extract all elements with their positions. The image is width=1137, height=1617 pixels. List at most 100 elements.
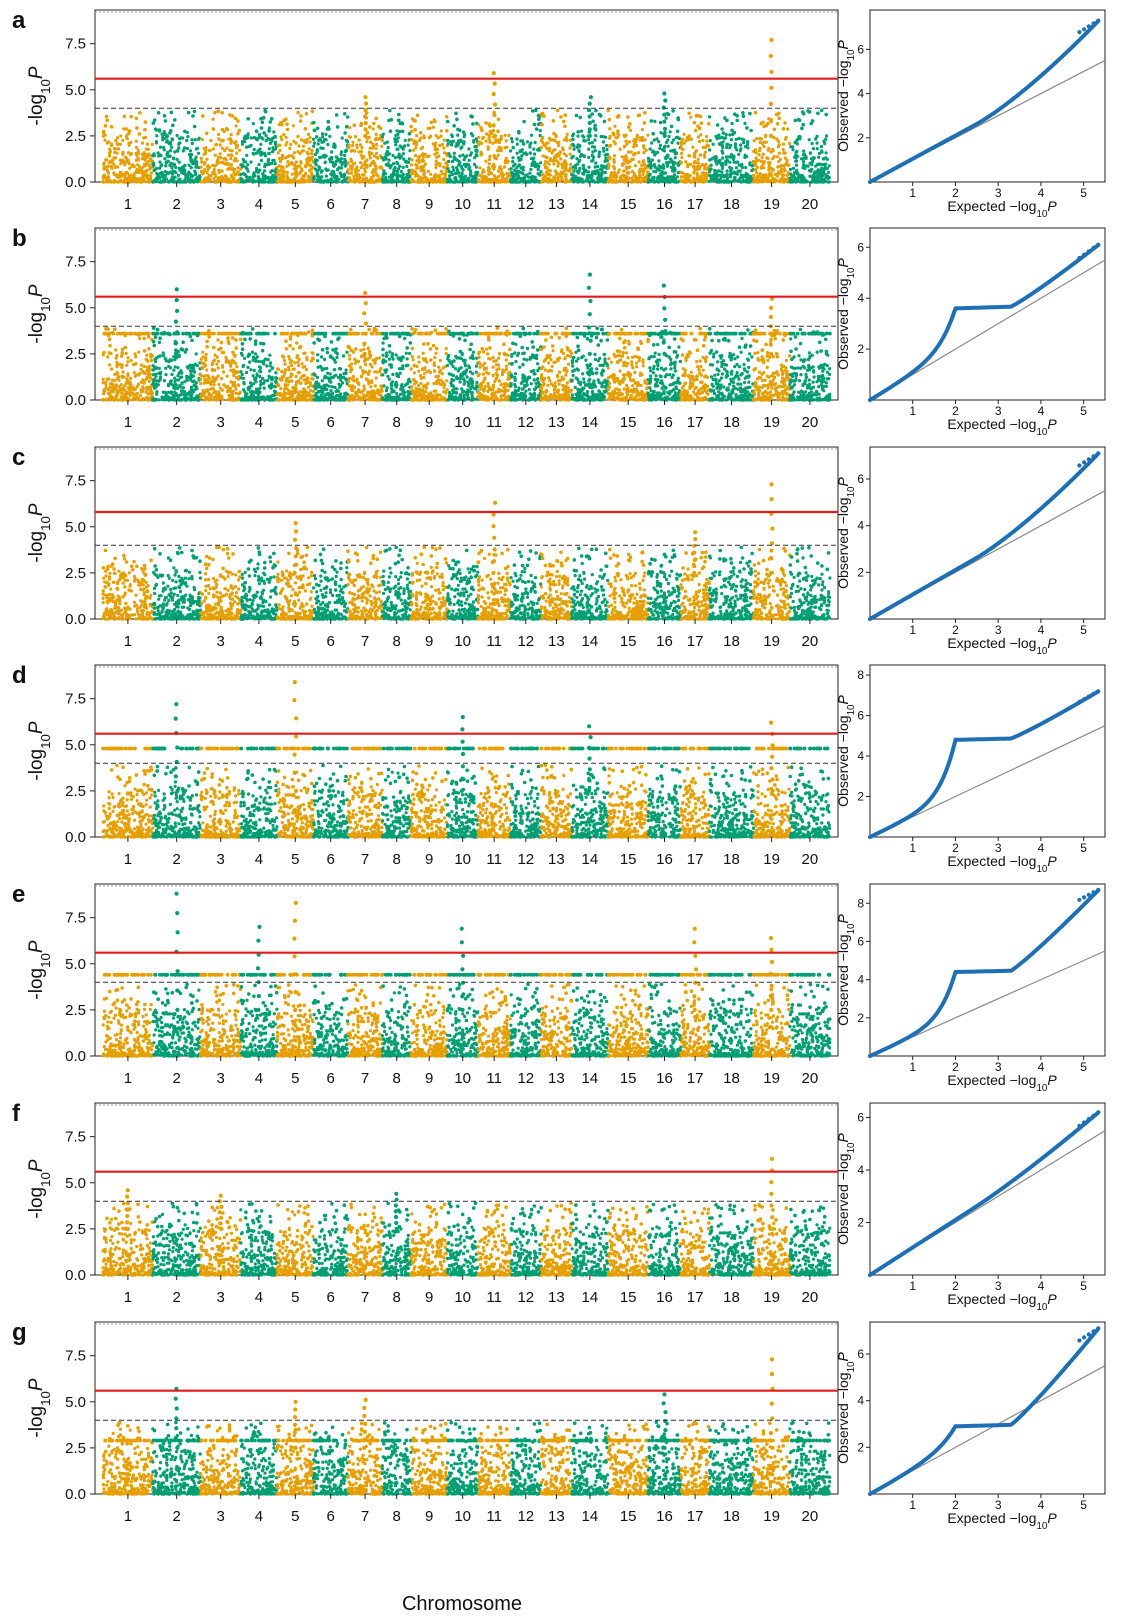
peak-point xyxy=(125,1220,130,1225)
peak-point xyxy=(362,341,367,346)
qq-x-tick-label: 1 xyxy=(909,404,916,418)
peak-point xyxy=(662,1445,667,1450)
peak-point xyxy=(256,1007,261,1013)
qq-frame xyxy=(869,446,1106,620)
chromosome-20-points xyxy=(788,972,832,1058)
peak-point xyxy=(173,1436,178,1441)
chromosome-2-points xyxy=(151,1201,203,1277)
chromosome-tick-label: 10 xyxy=(454,1508,471,1525)
chromosome-tick-label: 10 xyxy=(454,414,471,431)
chromosome-8-points xyxy=(380,1421,413,1496)
qq-x-tick-label: 4 xyxy=(1038,1060,1045,1074)
y-tick-label: 0.0 xyxy=(65,611,86,628)
qq-top-point xyxy=(1091,21,1096,26)
chromosome-tick-label: 6 xyxy=(327,1289,335,1306)
peak-point xyxy=(662,351,667,356)
chromosome-tick-label: 15 xyxy=(620,196,637,213)
peak-point xyxy=(769,1180,774,1185)
chromosome-16-points xyxy=(646,91,683,184)
chromosome-tick-label: 2 xyxy=(173,196,181,213)
peak-point xyxy=(292,680,297,685)
y-tick-label: 5.0 xyxy=(65,82,86,99)
chromosome-tick-label: 11 xyxy=(486,633,502,650)
chromosome-tick-label: 16 xyxy=(656,851,673,868)
chromosome-tick-label: 4 xyxy=(255,414,263,431)
peak-point xyxy=(363,290,368,296)
y-tick-label: 7.5 xyxy=(65,473,86,490)
qq-frame xyxy=(869,883,1106,1057)
chromosome-tick-label: 1 xyxy=(124,633,132,650)
chromosome-tick-label: 9 xyxy=(425,1289,433,1306)
qq-x-axis-label: Expected −log10P xyxy=(947,1291,1057,1313)
peak-point xyxy=(362,1437,367,1442)
qq-y-tick-label: 8 xyxy=(857,668,864,682)
qq-frame xyxy=(869,1321,1106,1495)
chromosome-19-points xyxy=(752,720,792,839)
chromosome-tick-label: 13 xyxy=(548,1508,565,1525)
chromosome-10-points xyxy=(445,1420,480,1496)
chromosome-2-points xyxy=(151,1386,203,1496)
peak-point xyxy=(587,351,592,356)
chromosome-8-points xyxy=(380,972,412,1058)
chromosome-tick-label: 10 xyxy=(454,851,471,868)
chromosome-tick-label: 2 xyxy=(173,633,181,650)
qq-y-tick-label: 6 xyxy=(857,240,864,254)
qq-x-axis-label: Expected −log10P xyxy=(947,1510,1057,1532)
chromosome-tick-label: 19 xyxy=(763,1289,780,1306)
peak-point xyxy=(293,990,298,995)
chromosome-tick-label: 3 xyxy=(217,1070,225,1087)
peak-point xyxy=(693,530,698,535)
y-tick-label: 7.5 xyxy=(65,36,86,53)
qq-plot-f: 1 2 3 4 5 2 4 6 Expected −log10P Observed −log10P xyxy=(835,1102,1106,1313)
y-tick-label: 0.0 xyxy=(65,1267,86,1284)
peak-point xyxy=(692,570,697,576)
peak-point xyxy=(174,1426,179,1431)
chromosome-16-points xyxy=(646,283,682,402)
chromosome-5-points xyxy=(275,328,316,402)
chromosome-19-points xyxy=(752,37,791,184)
peak-point xyxy=(693,537,698,542)
peak-point xyxy=(459,940,464,945)
chromosome-20-points xyxy=(788,327,832,402)
peak-point xyxy=(769,482,774,487)
chromosome-tick-label: 7 xyxy=(361,1508,369,1525)
chromosome-tick-label: 19 xyxy=(763,414,780,431)
chromosome-tick-label: 14 xyxy=(582,414,599,431)
qq-frame xyxy=(869,1102,1106,1276)
chromosome-tick-label: 12 xyxy=(517,1289,534,1306)
peak-point xyxy=(293,1445,298,1450)
chromosome-6-points xyxy=(311,746,350,839)
chromosome-10-points xyxy=(446,548,480,621)
peak-point xyxy=(768,133,774,138)
peak-point xyxy=(692,994,697,999)
chromosome-tick-label: 7 xyxy=(361,1289,369,1306)
qq-top-point xyxy=(1091,890,1096,895)
qq-y-tick-label: 4 xyxy=(857,291,864,305)
qq-frame xyxy=(869,9,1106,183)
y-tick-label: 5.0 xyxy=(65,737,86,754)
peak-point xyxy=(293,554,298,559)
peak-point xyxy=(257,924,262,930)
chromosome-8-points xyxy=(381,1191,413,1277)
peak-point xyxy=(362,1445,367,1450)
chromosome-17-points xyxy=(679,111,711,184)
chromosome-14-points xyxy=(570,1202,610,1277)
peak-point xyxy=(491,570,496,576)
chromosome-3-points xyxy=(199,109,243,184)
peak-point xyxy=(588,298,593,304)
chromosome-3-points xyxy=(199,746,242,839)
chromosome-tick-label: 17 xyxy=(687,1289,704,1306)
chromosome-tick-label: 15 xyxy=(620,851,637,868)
chromosome-11-points xyxy=(476,972,513,1058)
peak-point xyxy=(362,351,367,356)
y-tick-label: 0.0 xyxy=(65,829,86,846)
chromosome-9-points xyxy=(409,327,449,402)
qq-y-tick-label: 8 xyxy=(857,896,864,910)
peak-point xyxy=(493,133,498,138)
peak-point xyxy=(770,777,775,782)
chromosome-1-points xyxy=(101,111,155,184)
y-tick-label: 5.0 xyxy=(65,956,86,973)
